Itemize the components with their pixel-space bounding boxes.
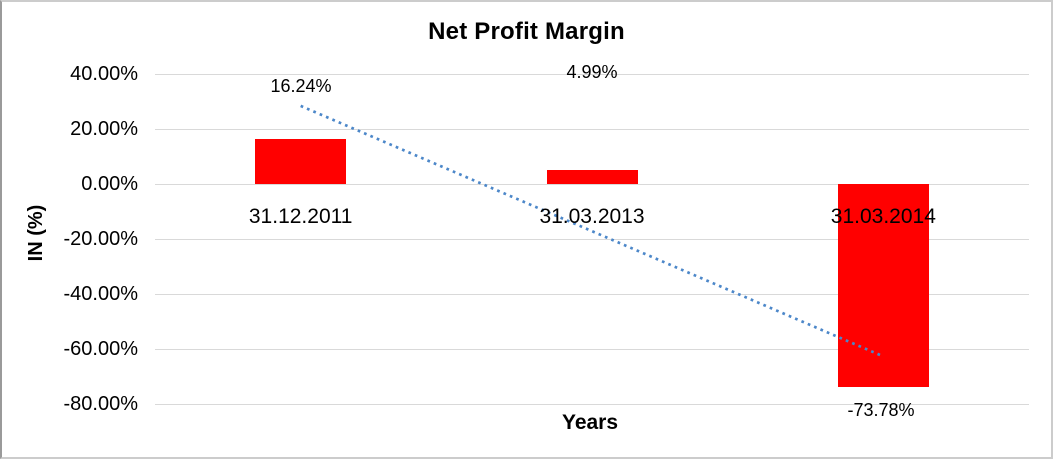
bar-31.03.2013: [546, 170, 638, 184]
bar-31.12.2011: [255, 139, 347, 184]
chart-title: Net Profit Margin: [428, 18, 625, 45]
y-tick-label: 0.00%: [81, 173, 138, 195]
data-label: 4.99%: [566, 62, 618, 82]
y-tick-label: 40.00%: [70, 63, 138, 85]
data-label: 16.24%: [270, 76, 332, 96]
category-label: 31.03.2014: [830, 205, 936, 228]
gridline: [155, 403, 1029, 405]
y-tick-label: -20.00%: [63, 228, 139, 250]
gridline: [155, 73, 1029, 75]
y-tick-label: -80.00%: [63, 393, 139, 415]
y-tick-label: -40.00%: [63, 283, 139, 305]
gridline: [155, 128, 1029, 130]
x-axis-title: Years: [561, 411, 619, 434]
y-tick-label: 20.00%: [70, 118, 138, 140]
category-label: 31.12.2011: [248, 205, 353, 228]
data-label: -73.78%: [847, 400, 915, 420]
y-tick-label: -60.00%: [63, 338, 139, 360]
category-label: 31.03.2013: [539, 205, 645, 228]
